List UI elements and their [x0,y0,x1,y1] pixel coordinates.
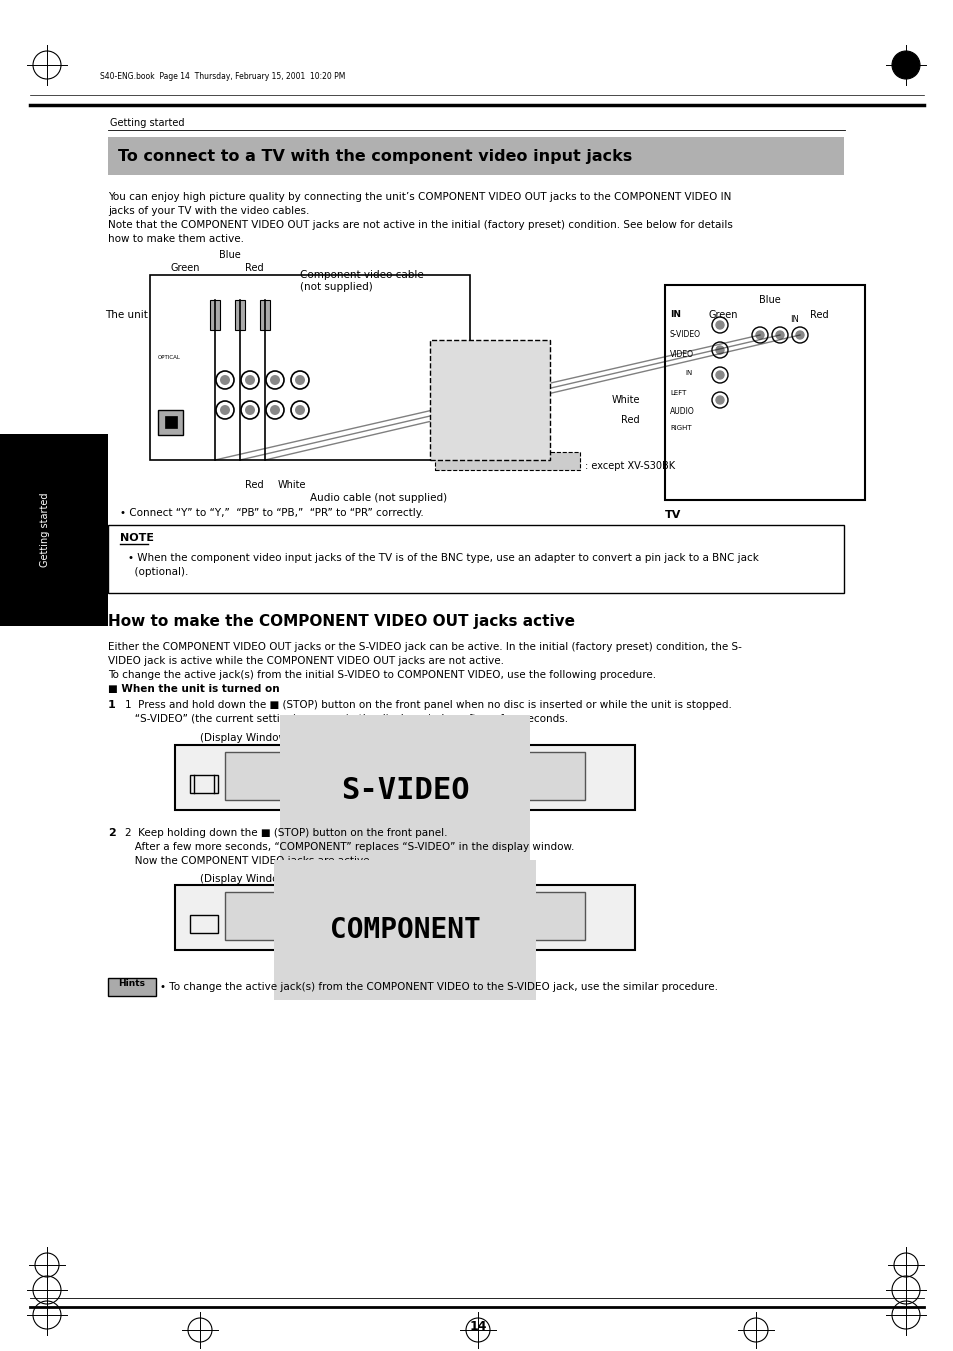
FancyBboxPatch shape [108,136,843,176]
Text: TV: TV [664,509,680,520]
Text: how to make them active.: how to make them active. [108,234,244,245]
Text: After a few more seconds, “COMPONENT” replaces “S-VIDEO” in the display window.: After a few more seconds, “COMPONENT” re… [125,842,574,852]
Circle shape [716,346,723,354]
Bar [190,915,218,934]
Circle shape [220,376,230,385]
Text: To change the active jack(s) from the initial S-VIDEO to COMPONENT VIDEO, use th: To change the active jack(s) from the in… [108,670,656,680]
Bar [165,416,177,428]
Text: You can enjoy high picture quality by connecting the unit’s COMPONENT VIDEO OUT : You can enjoy high picture quality by co… [108,192,731,203]
Text: (Display Window): (Display Window) [200,734,291,743]
FancyBboxPatch shape [108,978,156,996]
Text: Hints: Hints [118,979,146,988]
Bar [190,775,218,793]
Text: 2: 2 [108,828,115,838]
Circle shape [716,372,723,380]
Text: To connect to a TV with the component video input jacks: To connect to a TV with the component vi… [118,149,632,163]
Text: The unit: The unit [105,309,148,320]
Circle shape [220,405,230,415]
Text: Blue: Blue [759,295,781,305]
Text: S-VIDEO: S-VIDEO [340,775,469,805]
Text: • To change the active jack(s) from the COMPONENT VIDEO to the S-VIDEO jack, use: • To change the active jack(s) from the … [160,982,718,992]
Bar [210,300,220,330]
Text: Note that the COMPONENT VIDEO OUT jacks are not active in the initial (factory p: Note that the COMPONENT VIDEO OUT jacks … [108,220,732,230]
Circle shape [716,322,723,330]
Text: Component video cable
(not supplied): Component video cable (not supplied) [299,270,423,292]
Text: IN: IN [669,309,680,319]
Bar [664,285,864,500]
Text: “S-VIDEO” (the current setting) appears in the display window after a few second: “S-VIDEO” (the current setting) appears … [125,713,568,724]
Text: AUDIO: AUDIO [669,407,694,416]
Circle shape [483,404,496,416]
Text: • Connect “Y” to “Y,”  “PB” to “PB,”  “PR” to “PR” correctly.: • Connect “Y” to “Y,” “PB” to “PB,” “PR”… [120,508,423,517]
Text: Getting started: Getting started [40,493,50,567]
Circle shape [270,405,280,415]
Circle shape [795,331,803,339]
Circle shape [775,331,783,339]
Bar [158,409,183,435]
Text: Green: Green [171,263,200,273]
Text: RIGHT: RIGHT [669,426,691,431]
Text: OPTICAL: OPTICAL [158,355,181,359]
Text: IN: IN [684,370,692,376]
Bar [234,300,245,330]
Text: White: White [611,394,639,405]
Bar [174,885,635,950]
Circle shape [891,51,919,78]
Circle shape [245,376,254,385]
Bar [225,892,584,940]
Text: Red: Red [245,480,263,490]
Text: ■ When the unit is turned on: ■ When the unit is turned on [108,684,279,694]
Circle shape [245,405,254,415]
Text: NOTE: NOTE [120,534,153,543]
Text: COMPONENT: COMPONENT [330,916,480,944]
Bar [225,753,584,800]
Text: jacks of your TV with the video cables.: jacks of your TV with the video cables. [108,205,309,216]
Text: IN: IN [790,315,799,324]
Text: S-VIDEO: S-VIDEO [669,330,700,339]
Text: VIDEO jack is active while the COMPONENT VIDEO OUT jacks are not active.: VIDEO jack is active while the COMPONENT… [108,657,503,666]
Bar [150,276,470,459]
Circle shape [755,331,763,339]
Text: How to make the COMPONENT VIDEO OUT jacks active: How to make the COMPONENT VIDEO OUT jack… [108,613,575,630]
Text: S40-ENG.book  Page 14  Thursday, February 15, 2001  10:20 PM: S40-ENG.book Page 14 Thursday, February … [100,72,345,81]
Text: Red: Red [245,263,263,273]
Text: Either the COMPONENT VIDEO OUT jacks or the S-VIDEO jack can be active. In the i: Either the COMPONENT VIDEO OUT jacks or … [108,642,741,653]
Circle shape [294,376,305,385]
Circle shape [270,376,280,385]
Circle shape [294,405,305,415]
FancyBboxPatch shape [430,340,550,459]
Text: : except XV-S30BK: : except XV-S30BK [584,461,675,471]
Text: (optional).: (optional). [128,567,188,577]
Circle shape [716,396,723,404]
Text: Now the COMPONENT VIDEO jacks are active.: Now the COMPONENT VIDEO jacks are active… [125,857,373,866]
Bar [174,744,635,811]
Text: VIDEO: VIDEO [669,350,693,359]
Text: Green: Green [708,309,738,320]
Text: Getting started: Getting started [110,118,184,128]
Text: White: White [277,480,306,490]
Text: 2  Keep holding down the ■ (STOP) button on the front panel.: 2 Keep holding down the ■ (STOP) button … [125,828,447,838]
Text: • When the component video input jacks of the TV is of the BNC type, use an adap: • When the component video input jacks o… [128,553,758,563]
Text: LEFT: LEFT [669,390,685,396]
FancyBboxPatch shape [108,526,843,593]
Bar [260,300,270,330]
Bar [435,453,579,470]
Text: Red: Red [620,415,639,426]
Text: 1  Press and hold down the ■ (STOP) button on the front panel when no disc is in: 1 Press and hold down the ■ (STOP) butto… [125,700,731,711]
Text: 14: 14 [469,1320,486,1333]
Circle shape [483,363,496,376]
Text: 1: 1 [108,700,115,711]
Text: Red: Red [809,309,828,320]
Text: Blue: Blue [219,250,240,259]
Text: (Display Window): (Display Window) [200,874,291,884]
Text: Audio cable (not supplied): Audio cable (not supplied) [310,493,447,503]
